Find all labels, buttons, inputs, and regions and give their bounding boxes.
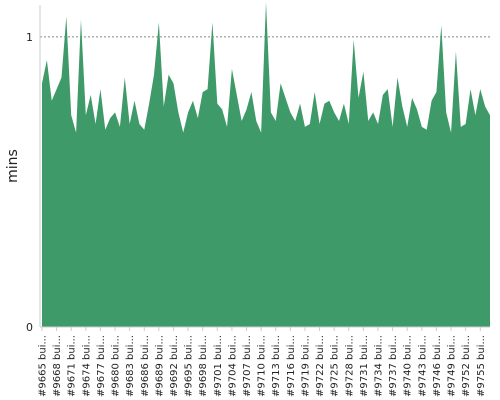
x-tick-label: #9746 bui... [432,335,443,397]
x-tick-label: #9713 bui... [271,335,282,397]
x-tick-label: #9698 bui... [198,335,209,397]
x-tick-label: #9734 bui... [374,335,385,397]
x-tick-label: #9671 bui... [67,335,78,397]
x-tick-label: #9749 bui... [447,335,458,397]
x-tick-label: #9728 bui... [344,335,355,397]
x-tick-label: #9743 bui... [417,335,428,397]
x-tick-label: #9689 bui... [154,335,165,397]
x-tick-label: #9677 bui... [96,335,107,397]
x-tick-label: #9668 bui... [52,335,63,397]
x-tick-label: #9692 bui... [169,335,180,397]
x-tick-label: #9737 bui... [388,335,399,397]
x-tick-label: #9707 bui... [242,335,253,397]
x-tick-label: #9722 bui... [315,335,326,397]
x-tick-label: #9695 bui... [184,335,195,397]
x-tick-label: #9686 bui... [140,335,151,397]
area-layer [42,2,490,327]
x-tick-label: #9740 bui... [403,335,414,397]
x-tick-label: #9755 bui... [476,335,487,397]
x-tick-label: #9665 bui... [38,335,49,397]
x-tick-label: #9752 bui... [461,335,472,397]
x-tick-label: #9680 bui... [111,335,122,397]
x-tick-label: #9710 bui... [257,335,268,397]
x-tick-label: #9731 bui... [359,335,370,397]
area-series [42,2,490,327]
x-tick-label: #9701 bui... [213,335,224,397]
y-tick-label: 1 [26,31,33,44]
x-tick-label: #9674 bui... [81,335,92,397]
y-axis-label: mins [5,149,21,183]
x-tick-label: #9725 bui... [330,335,341,397]
axis-layer [39,5,490,331]
x-tick-label: #9719 bui... [300,335,311,397]
x-tick-label: #9716 bui... [286,335,297,397]
x-tick-label: #9683 bui... [125,335,136,397]
y-tick-label: 0 [26,321,33,334]
x-tick-labels: #9665 bui... #9668 bui... #9671 bui... #967… [38,335,487,397]
x-tick-label: #9704 bui... [227,335,238,397]
y-tick-labels: 01 [26,31,33,334]
